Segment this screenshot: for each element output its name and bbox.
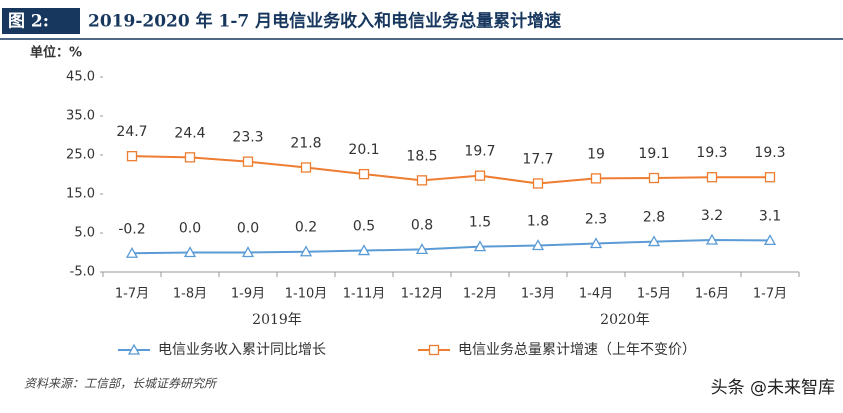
data-label: 24.4 bbox=[174, 125, 205, 141]
x-tick-label: 1-9月 bbox=[231, 287, 265, 302]
y-tick-label: 35.0 bbox=[66, 109, 95, 124]
point-marker bbox=[763, 234, 777, 246]
legend-label: 电信业务收入累计同比增长 bbox=[158, 342, 326, 358]
data-label: 19 bbox=[587, 146, 605, 162]
x-tick-label: 1-4月 bbox=[579, 287, 613, 302]
data-label: 18.5 bbox=[406, 148, 437, 164]
figure-label-box bbox=[2, 8, 80, 34]
point-marker bbox=[125, 246, 139, 258]
data-label: 0.0 bbox=[237, 221, 259, 237]
figure-label: 图 2: bbox=[8, 12, 49, 32]
point-marker bbox=[705, 233, 719, 245]
point-marker bbox=[764, 172, 776, 183]
x-tick-label: 1-3月 bbox=[521, 287, 555, 302]
point-marker bbox=[416, 175, 428, 186]
data-label: 2.3 bbox=[585, 212, 607, 228]
point-marker bbox=[415, 243, 429, 255]
y-tick-label: 45.0 bbox=[66, 70, 95, 85]
point-marker bbox=[531, 239, 545, 251]
x-tick-label: 1-11月 bbox=[343, 287, 386, 302]
point-marker bbox=[474, 170, 486, 181]
data-label: 17.7 bbox=[522, 151, 553, 167]
y-tick-label: 5.0 bbox=[74, 226, 95, 241]
data-label: 3.1 bbox=[759, 208, 781, 224]
x-tick-label: 1-2月 bbox=[463, 287, 497, 302]
point-marker bbox=[648, 172, 660, 184]
point-marker bbox=[532, 178, 544, 189]
data-label: 1.5 bbox=[469, 215, 491, 231]
x-group-label: 2020年 bbox=[600, 312, 650, 328]
unit-label: 单位：% bbox=[30, 45, 82, 61]
data-label: 0.2 bbox=[295, 220, 317, 236]
point-marker bbox=[184, 152, 196, 163]
point-marker bbox=[589, 237, 603, 249]
point-marker bbox=[127, 343, 141, 355]
point-marker bbox=[242, 156, 254, 167]
data-label: 0.8 bbox=[411, 217, 433, 233]
x-tick-label: 1-8月 bbox=[173, 287, 207, 302]
data-label: 19.3 bbox=[696, 145, 727, 161]
data-label: 0.0 bbox=[179, 221, 201, 237]
legend-label: 电信业务总量累计增速（上年不变价） bbox=[458, 342, 696, 358]
point-marker bbox=[126, 151, 138, 162]
y-tick-label: 25.0 bbox=[66, 148, 95, 163]
point-marker bbox=[590, 173, 602, 184]
data-label: 20.1 bbox=[348, 142, 379, 158]
y-tick-label: -5.0 bbox=[70, 265, 95, 280]
watermark: 头条 @未来智库 bbox=[711, 378, 835, 398]
y-tick-label: 15.0 bbox=[66, 187, 95, 202]
point-marker bbox=[300, 162, 312, 173]
data-label: 24.7 bbox=[116, 124, 147, 140]
point-marker bbox=[706, 172, 718, 183]
data-label: 3.2 bbox=[701, 208, 723, 224]
point-marker bbox=[241, 246, 255, 258]
x-group-label: 2019年 bbox=[252, 312, 302, 328]
point-marker bbox=[299, 245, 313, 257]
x-tick-label: 1-5月 bbox=[637, 287, 671, 302]
source-note: 资料来源：工信部，长城证券研究所 bbox=[24, 377, 218, 391]
point-marker bbox=[183, 246, 197, 258]
data-label: 19.7 bbox=[464, 144, 495, 160]
x-tick-label: 1-6月 bbox=[695, 287, 729, 302]
point-marker bbox=[647, 235, 661, 247]
series-line bbox=[131, 239, 771, 255]
x-tick-label: 1-7月 bbox=[753, 287, 787, 302]
x-tick-label: 1-7月 bbox=[115, 287, 149, 302]
data-label: 2.8 bbox=[643, 210, 665, 226]
point-marker bbox=[358, 168, 370, 180]
data-label: 1.8 bbox=[527, 213, 549, 229]
chart-title: 2019-2020 年 1-7 月电信业务收入和电信业务总量累计增速 bbox=[88, 11, 561, 32]
data-label: 0.5 bbox=[353, 219, 375, 235]
x-tick-label: 1-12月 bbox=[401, 287, 444, 302]
data-label: 19.3 bbox=[754, 145, 785, 161]
data-label: 23.3 bbox=[232, 130, 263, 146]
series-line bbox=[131, 155, 770, 185]
data-label: 19.1 bbox=[638, 146, 669, 162]
data-label: -0.2 bbox=[118, 221, 145, 237]
point-marker bbox=[428, 344, 440, 356]
data-label: 21.8 bbox=[290, 135, 321, 151]
point-marker bbox=[357, 244, 371, 256]
point-marker bbox=[473, 240, 487, 252]
x-tick-label: 1-10月 bbox=[285, 287, 328, 302]
